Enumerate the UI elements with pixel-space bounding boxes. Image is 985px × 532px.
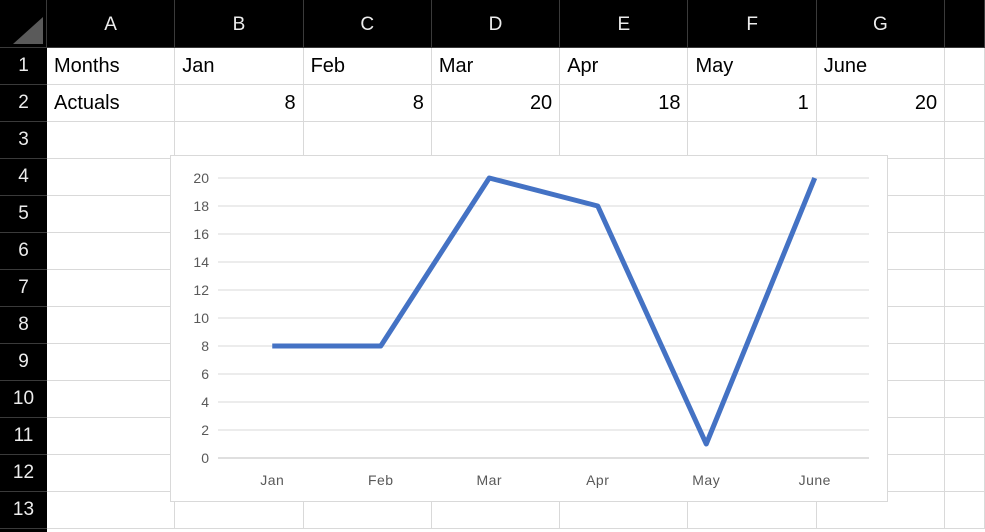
x-tick-label-May: May (692, 472, 720, 488)
y-tick-label-14: 14 (193, 254, 209, 270)
x-axis-category-labels: Jan Feb Mar Apr May June (260, 472, 831, 488)
cell-A8[interactable] (47, 307, 176, 344)
y-tick-label-2: 2 (201, 422, 209, 438)
x-tick-label-Feb: Feb (368, 472, 394, 488)
row-header-3[interactable]: 3 (0, 122, 47, 159)
cell-partial-4[interactable] (945, 159, 985, 196)
y-tick-label-10: 10 (193, 310, 209, 326)
column-header-D[interactable]: D (431, 0, 561, 48)
cell-A1[interactable]: Months (47, 48, 176, 85)
cell-partial-2[interactable] (945, 85, 985, 122)
cell-C3[interactable] (303, 122, 432, 159)
cell-A12[interactable] (47, 455, 176, 492)
cell-G2[interactable]: 20 (816, 85, 946, 122)
cell-B2[interactable]: 8 (175, 85, 304, 122)
row-header-7[interactable]: 7 (0, 270, 47, 307)
y-tick-label-6: 6 (201, 366, 209, 382)
row-header-2[interactable]: 2 (0, 85, 47, 122)
cell-partial-5[interactable] (945, 196, 985, 233)
cell-A5[interactable] (47, 196, 176, 233)
cell-partial-12[interactable] (945, 455, 985, 492)
select-all-corner[interactable] (0, 0, 47, 48)
cell-E1[interactable]: Apr (560, 48, 689, 85)
row-header-9[interactable]: 9 (0, 344, 47, 381)
cell-partial-7[interactable] (945, 270, 985, 307)
embedded-line-chart[interactable]: 0 2 4 6 8 10 12 14 16 18 20 Jan Feb Mar Apr May June (170, 155, 888, 502)
y-tick-label-18: 18 (193, 198, 209, 214)
x-tick-label-Jan: Jan (260, 472, 284, 488)
cell-A13[interactable] (47, 492, 176, 529)
y-tick-label-8: 8 (201, 338, 209, 354)
cell-A4[interactable] (47, 159, 176, 196)
cell-B1[interactable]: Jan (175, 48, 304, 85)
row-header-12[interactable]: 12 (0, 455, 47, 492)
cell-A11[interactable] (47, 418, 176, 455)
row-header-13[interactable]: 13 (0, 492, 47, 529)
cell-A3[interactable] (47, 122, 176, 159)
series-line-actuals[interactable] (272, 175, 818, 447)
cell-E3[interactable] (560, 122, 689, 159)
column-header-C[interactable]: C (303, 0, 432, 48)
cell-A9[interactable] (47, 344, 176, 381)
chart-series (272, 175, 818, 447)
cell-partial-8[interactable] (945, 307, 985, 344)
cell-F2[interactable]: 1 (688, 85, 817, 122)
chart-gridlines (218, 177, 869, 459)
column-header-B[interactable]: B (175, 0, 304, 48)
row-header-5[interactable]: 5 (0, 196, 47, 233)
cell-partial-10[interactable] (945, 381, 985, 418)
cell-G1[interactable]: June (816, 48, 946, 85)
y-tick-label-12: 12 (193, 282, 209, 298)
cell-F1[interactable]: May (688, 48, 817, 85)
row-header-11[interactable]: 11 (0, 418, 47, 455)
cell-A2[interactable]: Actuals (47, 85, 176, 122)
cell-C2[interactable]: 8 (303, 85, 432, 122)
line-chart-svg: 0 2 4 6 8 10 12 14 16 18 20 Jan Feb Mar Apr May June (193, 170, 869, 488)
sheet-bottom-sliver (47, 529, 985, 532)
column-header-G[interactable]: G (816, 0, 946, 48)
cell-D3[interactable] (431, 122, 561, 159)
cell-partial-6[interactable] (945, 233, 985, 270)
row-header-10[interactable]: 10 (0, 381, 47, 418)
cell-partial-9[interactable] (945, 344, 985, 381)
column-header-partial[interactable] (945, 0, 985, 48)
cell-partial-3[interactable] (945, 122, 985, 159)
row-header-1[interactable]: 1 (0, 48, 47, 85)
cell-A10[interactable] (47, 381, 176, 418)
cell-partial-1[interactable] (945, 48, 985, 85)
cell-F3[interactable] (688, 122, 817, 159)
row-header-6[interactable]: 6 (0, 233, 47, 270)
cell-A7[interactable] (47, 270, 176, 307)
cell-partial-13[interactable] (945, 492, 985, 529)
cell-B3[interactable] (175, 122, 304, 159)
y-axis-tick-labels: 0 2 4 6 8 10 12 14 16 18 20 (193, 170, 209, 466)
row-header-partial (0, 529, 47, 532)
select-all-icon (13, 17, 43, 44)
cell-A6[interactable] (47, 233, 176, 270)
cell-partial-11[interactable] (945, 418, 985, 455)
x-tick-label-Apr: Apr (586, 472, 609, 488)
y-tick-label-0: 0 (201, 450, 209, 466)
row-header-8[interactable]: 8 (0, 307, 47, 344)
y-tick-label-20: 20 (193, 170, 209, 186)
cell-D1[interactable]: Mar (431, 48, 561, 85)
cell-E2[interactable]: 18 (560, 85, 689, 122)
column-header-F[interactable]: F (688, 0, 817, 48)
column-header-A[interactable]: A (47, 0, 176, 48)
cell-D2[interactable]: 20 (431, 85, 561, 122)
x-tick-label-June: June (799, 472, 831, 488)
y-tick-label-4: 4 (201, 394, 209, 410)
cell-C1[interactable]: Feb (303, 48, 432, 85)
y-tick-label-16: 16 (193, 226, 209, 242)
row-header-4[interactable]: 4 (0, 159, 47, 196)
cell-G3[interactable] (816, 122, 946, 159)
column-header-E[interactable]: E (560, 0, 689, 48)
x-tick-label-Mar: Mar (476, 472, 502, 488)
